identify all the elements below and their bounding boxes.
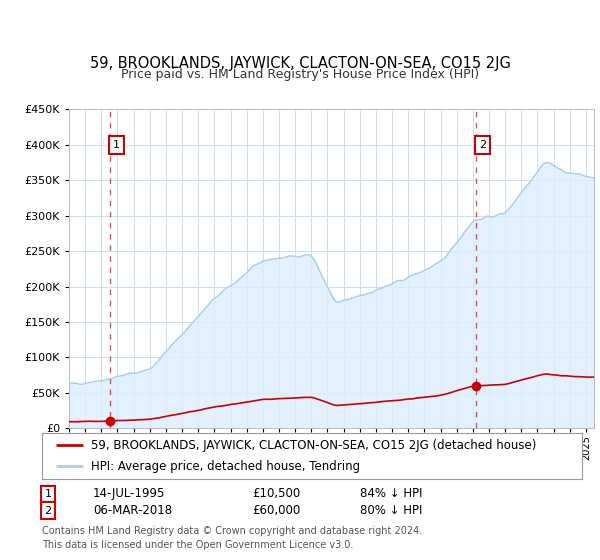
Text: 2: 2 bbox=[479, 139, 486, 150]
Text: 84% ↓ HPI: 84% ↓ HPI bbox=[360, 487, 422, 501]
Text: 14-JUL-1995: 14-JUL-1995 bbox=[93, 487, 166, 501]
Text: 80% ↓ HPI: 80% ↓ HPI bbox=[360, 504, 422, 517]
Text: Price paid vs. HM Land Registry's House Price Index (HPI): Price paid vs. HM Land Registry's House … bbox=[121, 68, 479, 81]
Text: Contains HM Land Registry data © Crown copyright and database right 2024.
This d: Contains HM Land Registry data © Crown c… bbox=[42, 526, 422, 550]
Text: 1: 1 bbox=[44, 489, 52, 499]
Text: 06-MAR-2018: 06-MAR-2018 bbox=[93, 504, 172, 517]
Text: 2: 2 bbox=[44, 506, 52, 516]
Text: £10,500: £10,500 bbox=[252, 487, 300, 501]
Text: 59, BROOKLANDS, JAYWICK, CLACTON-ON-SEA, CO15 2JG (detached house): 59, BROOKLANDS, JAYWICK, CLACTON-ON-SEA,… bbox=[91, 439, 536, 452]
Text: £60,000: £60,000 bbox=[252, 504, 300, 517]
Text: 1: 1 bbox=[113, 139, 120, 150]
Text: HPI: Average price, detached house, Tendring: HPI: Average price, detached house, Tend… bbox=[91, 460, 360, 473]
Text: 59, BROOKLANDS, JAYWICK, CLACTON-ON-SEA, CO15 2JG: 59, BROOKLANDS, JAYWICK, CLACTON-ON-SEA,… bbox=[89, 56, 511, 71]
